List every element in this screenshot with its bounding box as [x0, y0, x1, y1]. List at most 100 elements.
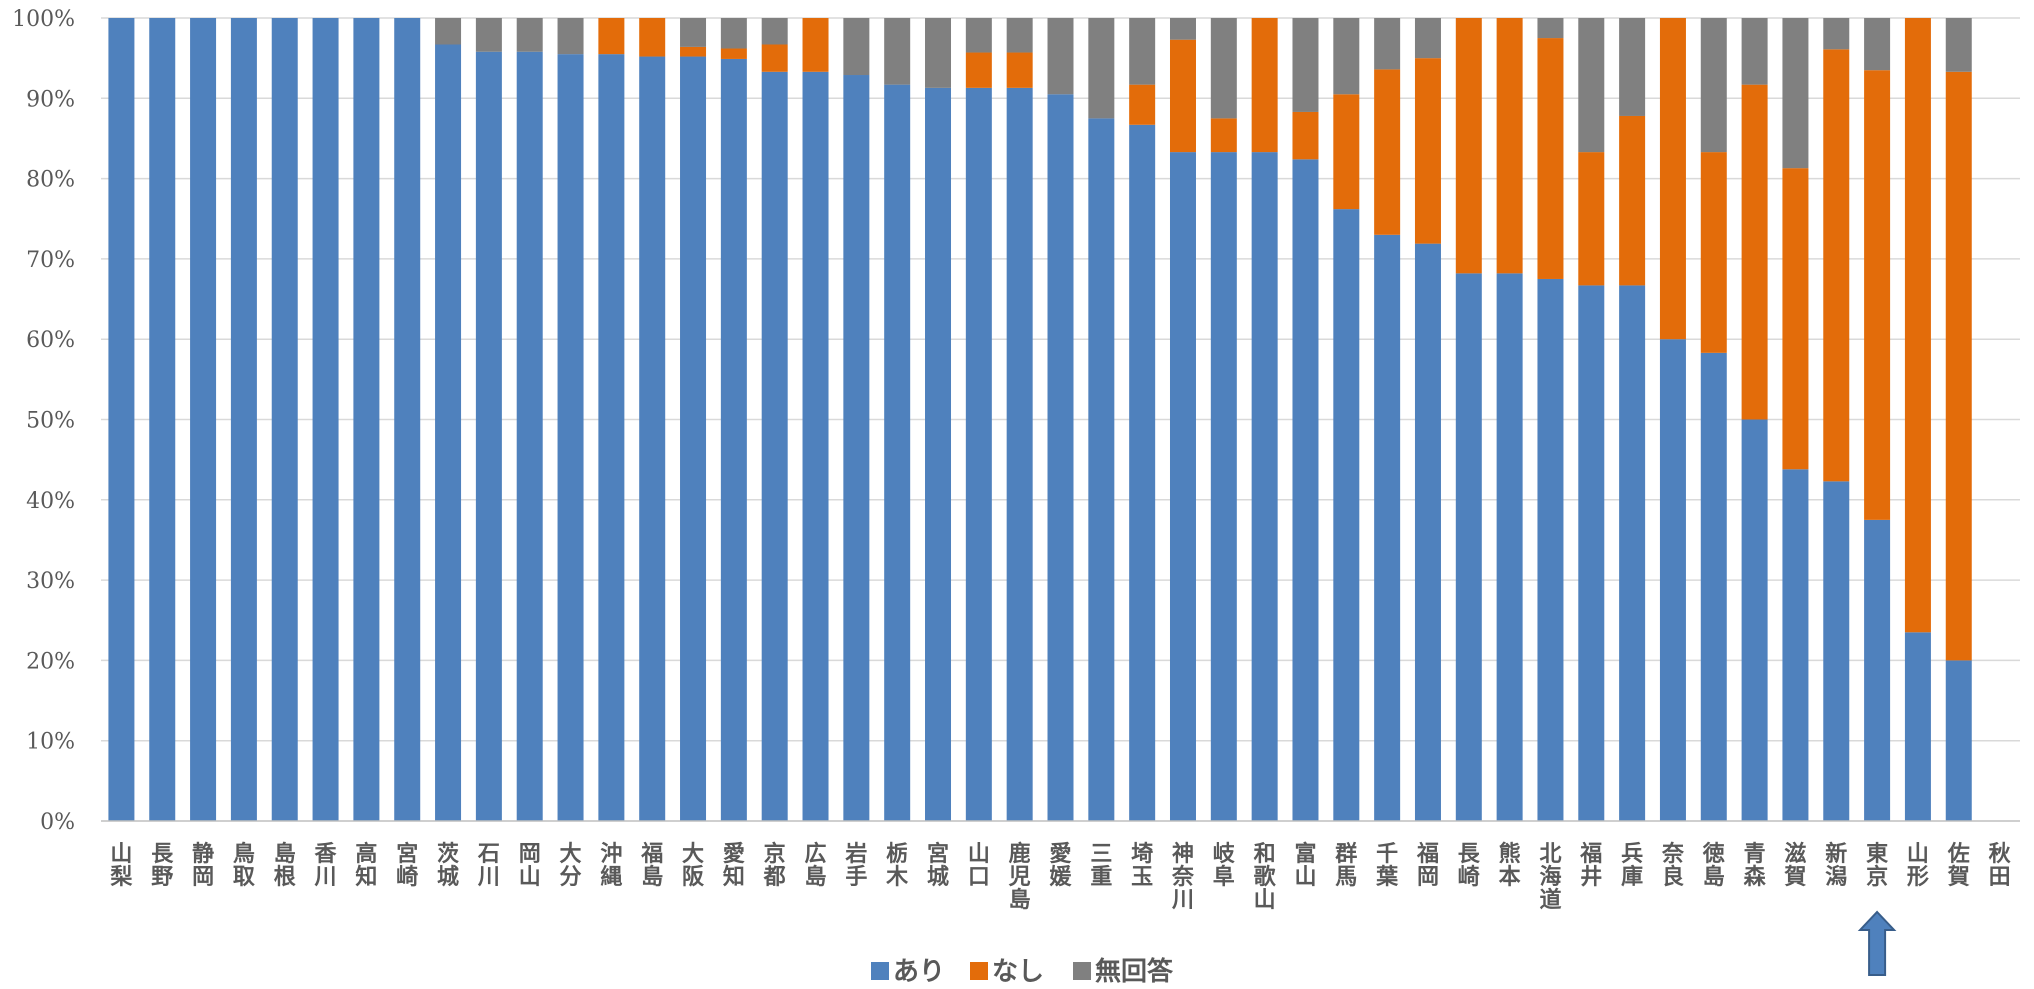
x-category-label: 徳島 [1702, 841, 1725, 890]
bar-segment [1945, 660, 1972, 821]
bar-segment [475, 51, 502, 821]
bar-segment [1904, 18, 1931, 633]
bar-segment [1945, 71, 1972, 661]
bar-segment [230, 18, 257, 821]
bar-segment [1741, 18, 1768, 85]
x-category-label: 秋田 [1989, 842, 2012, 890]
x-category-label: 神奈川 [1171, 841, 1195, 913]
bar-segment [271, 18, 298, 821]
bar-segment [761, 71, 788, 821]
x-category-label: 栃木 [885, 842, 909, 890]
x-category-label: 三重 [1090, 842, 1112, 890]
x-category-label: 鹿児島 [1008, 841, 1031, 913]
x-category-label: 和歌山 [1254, 842, 1277, 913]
bar-stack [1496, 18, 1523, 821]
bar-stack [843, 18, 870, 821]
x-category-label: 岡山 [519, 842, 541, 890]
bar-segment [1414, 18, 1441, 59]
bar-segment [639, 18, 666, 57]
bar-segment [1619, 18, 1646, 116]
bar-segment [1578, 285, 1605, 821]
bar-segment [720, 18, 747, 49]
bar-segment [1700, 152, 1727, 353]
bar-segment [1823, 481, 1850, 821]
x-category-label: 広島 [805, 841, 827, 890]
bar-stack [353, 18, 380, 821]
y-tick-label: 80% [26, 168, 75, 193]
bar-segment [1414, 243, 1441, 821]
bar-segment [1659, 18, 1686, 340]
bar-segment [1578, 152, 1605, 286]
bar-segment [353, 18, 380, 821]
bar-segment [1169, 152, 1196, 821]
bar-segment [475, 18, 502, 52]
bar-segment [557, 54, 584, 821]
bar-stack [1088, 18, 1115, 821]
x-category-label: 兵庫 [1621, 842, 1643, 890]
x-axis-category-labels: 山梨長野静岡鳥取島根香川高知宮崎茨城石川岡山大分沖縄福島大阪愛知京都広島岩手栃木… [110, 841, 2011, 913]
bar-segment [1169, 18, 1196, 40]
y-axis-tick-labels: 0% 10% 20% 30% 40% 50% 60% 70% 80% 90% 100% [12, 7, 75, 835]
bar-segment [149, 18, 176, 821]
bar-segment [680, 56, 707, 821]
bar-segment [1864, 18, 1891, 71]
bar-stack [1251, 18, 1278, 821]
bar-segment [435, 44, 462, 821]
bar-segment [802, 18, 829, 72]
bar-segment [1292, 18, 1319, 112]
bar-segment [1455, 273, 1482, 821]
bar-stack [1006, 18, 1033, 821]
bar-segment [1333, 209, 1360, 821]
x-category-label: 愛知 [723, 841, 745, 890]
bar-stack [108, 18, 135, 821]
bar-stack [1864, 18, 1891, 821]
x-category-label: 長崎 [1458, 842, 1481, 890]
bar-segment [1251, 18, 1278, 153]
bar-stack [680, 18, 707, 821]
bar-segment [1537, 38, 1564, 279]
legend-item: 無回答 [1073, 956, 1174, 987]
x-category-label: 山形 [1907, 842, 1929, 890]
bar-stack [598, 18, 625, 821]
bar-segment [720, 48, 747, 59]
y-tick-label: 90% [26, 87, 75, 112]
bar-segment [598, 18, 625, 55]
bar-stack [1169, 18, 1196, 821]
x-category-label: 島根 [274, 841, 296, 890]
bar-stack [230, 18, 257, 821]
bar-stack [1047, 18, 1074, 821]
x-category-label: 群馬 [1335, 841, 1357, 890]
bar-segment [1414, 58, 1441, 244]
bar-segment [1537, 18, 1564, 39]
legend-label: あり [893, 957, 945, 987]
x-category-label: 奈良 [1661, 841, 1685, 890]
bar-stacks [108, 18, 1972, 822]
bar-segment [843, 75, 870, 821]
bar-stack [639, 18, 666, 821]
bar-segment [1619, 115, 1646, 286]
x-category-label: 宮崎 [396, 841, 418, 890]
bar-segment [435, 18, 462, 45]
bar-segment [1210, 18, 1237, 119]
bar-segment [1782, 18, 1809, 169]
bar-segment [1864, 519, 1891, 821]
x-category-label: 愛媛 [1049, 841, 1072, 890]
bar-segment [1496, 273, 1523, 821]
bar-stack [1537, 18, 1564, 822]
bar-segment [516, 51, 543, 821]
y-tick-label: 40% [26, 489, 75, 514]
x-category-label: 茨城 [437, 842, 459, 890]
bar-segment [1006, 18, 1033, 53]
bar-segment [1700, 352, 1727, 821]
x-category-label: 福島 [640, 842, 663, 890]
bar-stack [1700, 18, 1727, 821]
x-category-label: 長野 [151, 842, 174, 890]
bar-segment [965, 87, 992, 821]
bar-segment [1129, 18, 1156, 85]
bar-segment [1864, 70, 1891, 520]
bar-segment [1700, 18, 1727, 153]
x-category-label: 福井 [1579, 842, 1602, 890]
x-category-label: 熊本 [1499, 841, 1521, 890]
x-category-label: 埼玉 [1131, 842, 1153, 890]
